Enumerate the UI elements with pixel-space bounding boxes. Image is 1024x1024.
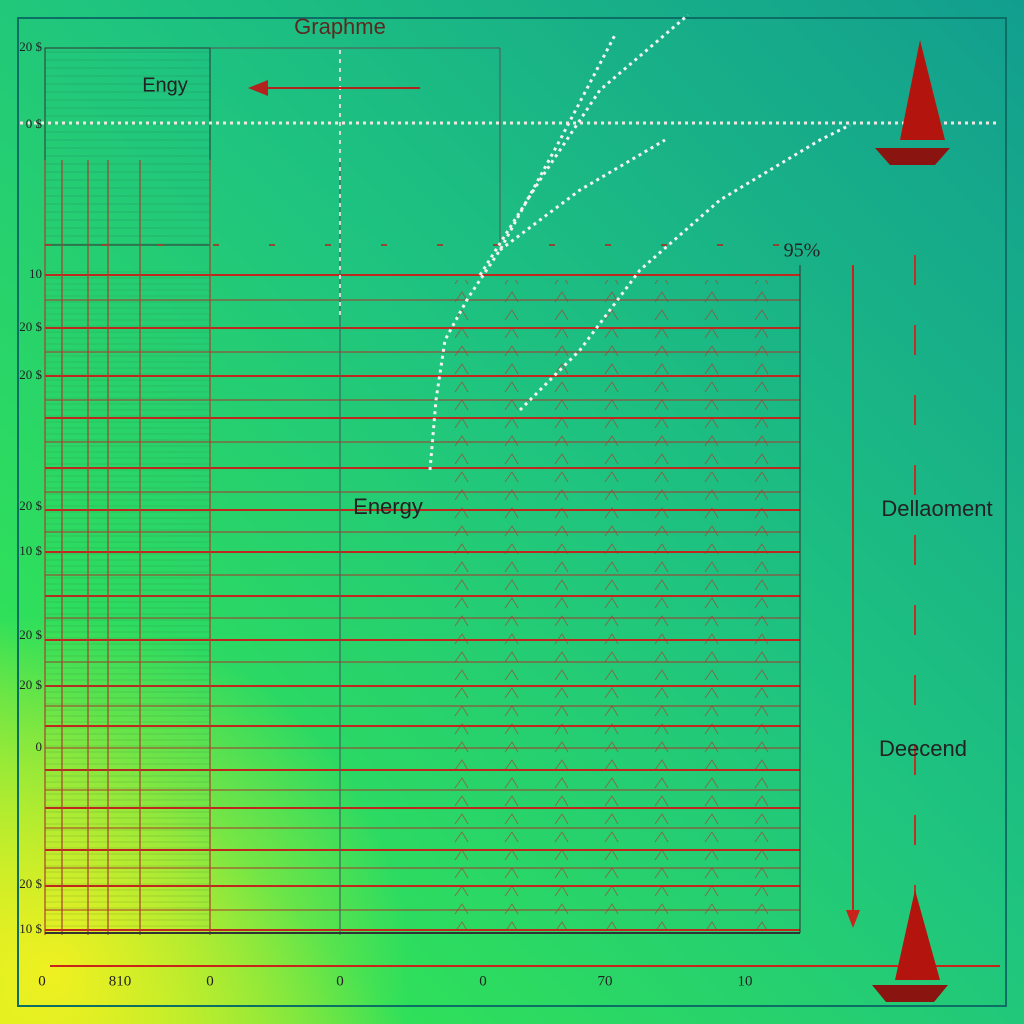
- y-label: 0 $: [26, 116, 43, 131]
- x-label: 0: [206, 973, 214, 989]
- y-label: 10: [29, 266, 42, 281]
- x-label: 10: [738, 973, 753, 989]
- curve: [518, 123, 851, 412]
- title: Graphme: [294, 14, 386, 39]
- hatch-area: [430, 280, 800, 930]
- label: Energy: [353, 494, 423, 519]
- y-label: 20 $: [19, 319, 42, 334]
- grid: [44, 47, 801, 935]
- y-label: 20 $: [19, 367, 42, 382]
- label: Deecend: [879, 736, 967, 761]
- y-label: 0: [36, 739, 43, 754]
- x-label: 810: [109, 973, 132, 989]
- x-label: 0: [38, 973, 46, 989]
- y-label: 20 $: [19, 39, 42, 54]
- x-label: 70: [598, 973, 613, 989]
- curve: [478, 13, 689, 276]
- y-label: 20 $: [19, 498, 42, 513]
- frame: [17, 17, 1007, 1007]
- y-label: 20 $: [19, 876, 42, 891]
- y-label: 10 $: [19, 543, 42, 558]
- x-label: 0: [479, 973, 487, 989]
- curve: [499, 138, 666, 252]
- y-labels: 20 $ 0 $ 10 20 $ 20 $ 20 $ 10 $ 20 $ 20 $ 0 20 $ 10…: [19, 39, 42, 936]
- label: Dellaoment: [881, 496, 992, 521]
- y-label: 10 $: [19, 921, 42, 936]
- y-label: 20 $: [19, 627, 42, 642]
- x-labels: 0 810 0 0 0 70 10: [38, 973, 752, 989]
- sailboat-icon: [875, 40, 950, 165]
- box: [44, 47, 211, 246]
- arrow-head: [846, 910, 860, 928]
- curve: [428, 34, 617, 471]
- label: Engy: [142, 74, 188, 96]
- label: 95%: [784, 240, 821, 262]
- arrow-head: [248, 80, 268, 96]
- curves: [428, 13, 851, 471]
- sailboat-icon: [872, 890, 948, 1002]
- x-label: 0: [336, 973, 344, 989]
- y-label: 20 $: [19, 677, 42, 692]
